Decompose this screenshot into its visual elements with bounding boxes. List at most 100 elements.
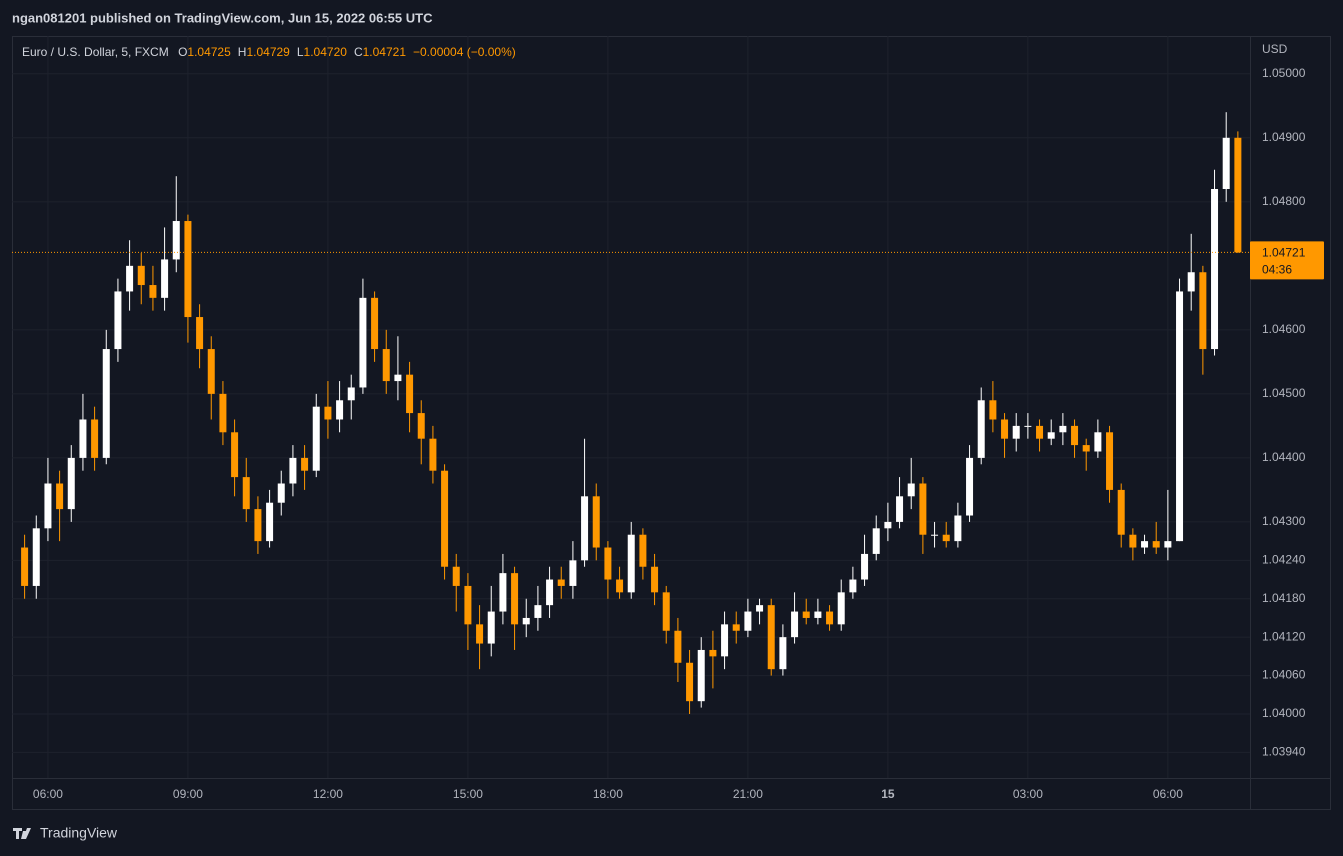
candle-body: [581, 496, 589, 561]
candle-body: [1211, 189, 1219, 350]
candle-body: [114, 291, 122, 350]
candle-body: [196, 317, 204, 350]
candle-body: [791, 611, 799, 638]
branding: TradingView: [13, 825, 118, 841]
candle-body: [849, 579, 857, 593]
candle-body: [639, 534, 647, 567]
candle-body: [557, 579, 565, 586]
x-tick-label: 15:00: [453, 787, 483, 801]
candle-body: [1106, 432, 1114, 490]
candle-body: [1071, 425, 1079, 446]
candle-body: [1094, 432, 1102, 452]
x-tick-label: 09:00: [173, 787, 203, 801]
y-tick-label: 1.03940: [1262, 745, 1306, 759]
candle-body: [406, 374, 414, 414]
y-tick-label: 1.04000: [1262, 706, 1306, 720]
candle-body: [709, 649, 717, 657]
candle-body: [102, 349, 110, 458]
candle-body: [686, 662, 694, 702]
countdown-label: 04:36: [1262, 263, 1292, 277]
candle-body: [966, 457, 974, 516]
candle-body: [826, 611, 834, 625]
candle-body: [604, 547, 612, 580]
change-value: −0.00004 (−0.00%): [413, 45, 516, 59]
candle-body: [1059, 425, 1067, 433]
candle-body: [651, 566, 659, 593]
candle-body: [487, 611, 495, 644]
candle-body: [872, 528, 880, 554]
candle-body: [1129, 534, 1137, 548]
candle-body: [1117, 489, 1125, 535]
candle-body: [814, 611, 822, 618]
candle-body: [802, 611, 810, 618]
candle-body: [126, 265, 134, 292]
currency-label: USD: [1262, 42, 1288, 56]
candle-body: [347, 387, 355, 401]
candle-body: [56, 483, 64, 510]
candle-body: [534, 605, 542, 618]
candle-body: [896, 496, 904, 522]
logo-icon: [13, 828, 31, 839]
ohlc-label: L: [297, 45, 304, 59]
y-tick-label: 1.04120: [1262, 629, 1306, 643]
x-tick-label: 15: [881, 787, 895, 801]
candle-body: [161, 259, 169, 298]
symbol: Euro / U.S. Dollar, 5, FXCM: [22, 45, 169, 59]
candle-body: [336, 400, 344, 420]
candle-body: [312, 406, 320, 471]
candle-body: [977, 400, 985, 458]
candle-body: [464, 585, 472, 625]
candle-body: [499, 573, 507, 612]
ohlc-value: 1.04720: [304, 45, 348, 59]
candle-body: [954, 515, 962, 542]
candle-body: [1012, 425, 1020, 439]
candle-body: [511, 573, 519, 625]
candle-body: [697, 649, 705, 702]
candles: [21, 112, 1242, 714]
y-tick-label: 1.04400: [1262, 450, 1306, 464]
y-tick-label: 1.04900: [1262, 130, 1306, 144]
candle-body: [546, 579, 554, 606]
ohlc-value: 1.04725: [187, 45, 231, 59]
candle-body: [1036, 425, 1044, 439]
candle-body: [627, 534, 635, 593]
candle-body: [1001, 419, 1009, 439]
candle-body: [744, 611, 752, 631]
y-tick-label: 1.05000: [1262, 66, 1306, 80]
candle-body: [989, 400, 997, 420]
candle-body: [884, 521, 892, 529]
x-tick-label: 06:00: [1153, 787, 1183, 801]
candle-body: [931, 534, 939, 536]
x-tick-label: 06:00: [33, 787, 63, 801]
ohlc-value: 1.04729: [246, 45, 290, 59]
y-tick-label: 1.04060: [1262, 668, 1306, 682]
candle-body: [569, 560, 577, 586]
candle-body: [242, 477, 250, 510]
candle-body: [371, 297, 379, 350]
candle-body: [1199, 272, 1207, 350]
candle-body: [359, 297, 367, 388]
candle-body: [476, 624, 484, 644]
candle-body: [441, 470, 449, 567]
candle-body: [1047, 432, 1055, 439]
legend: Euro / U.S. Dollar, 5, FXCM O1.04725 H1.0…: [22, 45, 516, 59]
ohlc-label: C: [354, 45, 363, 59]
y-tick-label: 1.04180: [1262, 591, 1306, 605]
grid: [12, 36, 1250, 778]
candle-body: [1164, 541, 1172, 548]
x-tick-label: 03:00: [1013, 787, 1043, 801]
candle-body: [172, 221, 180, 260]
candle-body: [616, 579, 624, 593]
candle-body: [1176, 291, 1184, 542]
candle-body: [1141, 541, 1149, 548]
x-tick-label: 21:00: [733, 787, 763, 801]
candle-body: [44, 483, 52, 529]
candle-body: [266, 502, 274, 542]
candle-body: [861, 553, 869, 580]
x-tick-label: 18:00: [593, 787, 623, 801]
chart-frame: [12, 36, 1331, 810]
candle-body: [662, 592, 670, 631]
y-tick-label: 1.04500: [1262, 386, 1306, 400]
